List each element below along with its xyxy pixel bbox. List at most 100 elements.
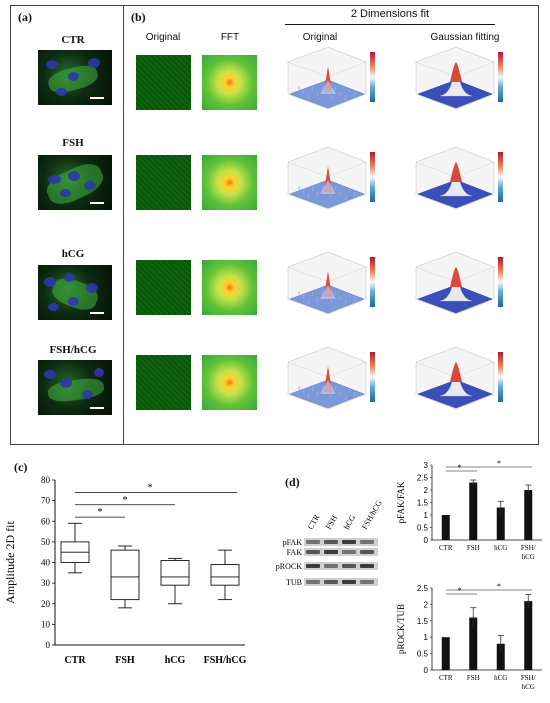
box-iqr — [210, 564, 240, 586]
surface-original-ctr — [287, 46, 375, 110]
bar — [469, 482, 478, 540]
bar-ytick-label: 2 — [424, 486, 429, 495]
surface-gaussian-fsh-hcg — [415, 346, 503, 410]
micrograph-fsh — [38, 155, 112, 210]
blot-row-label: TUB — [286, 578, 302, 587]
blot-band — [360, 550, 374, 554]
panel-a-label-ctr: CTR — [61, 34, 85, 46]
bar-ytick-label: 2 — [424, 600, 429, 609]
panel-b-label: (b) — [131, 10, 146, 24]
col-head-original: Original — [145, 32, 181, 43]
bar-ytick-label: 0.5 — [417, 524, 429, 533]
boxplot-ytick-label: 0 — [46, 640, 51, 650]
panel-d-label: (d) — [285, 475, 300, 489]
col-head-gaussian: Gaussian fitting — [430, 32, 500, 43]
original-texture-fsh-hcg — [136, 355, 191, 410]
boxplot-ytick-label: 30 — [41, 578, 51, 588]
box-iqr — [110, 549, 140, 601]
bar-y-label: pFAK/FAK — [396, 481, 406, 523]
original-texture-hcg — [136, 260, 191, 315]
box-plot-chart: 0 10 20 30 40 50 60 70 80 Amplitude 2D fit CTR FSH h… — [3, 475, 247, 666]
blot-row-bg — [304, 562, 378, 570]
boxplot-ytick-label: 80 — [41, 475, 51, 485]
bar-xtick-label: hCG — [494, 544, 507, 552]
blot-band — [324, 580, 338, 584]
blot-lane-label: FSH — [324, 514, 339, 531]
panel-a-label-fsh-hcg: FSH/hCG — [49, 344, 97, 356]
blot-band — [342, 580, 356, 584]
bar — [441, 637, 450, 670]
bar-ytick-label: 2.5 — [417, 474, 429, 483]
micrograph-hcg — [38, 265, 112, 320]
original-texture-ctr — [136, 55, 191, 110]
micrograph-ctr — [38, 50, 112, 105]
bar-ytick-label: 3 — [424, 461, 429, 470]
boxplot-ytick-label: 10 — [41, 619, 51, 629]
boxplot-y-label: Amplitude 2D fit — [3, 521, 17, 604]
significance-star: * — [497, 582, 501, 591]
boxplot-ytick-label: 60 — [41, 516, 51, 526]
bar-ytick-label: 1 — [424, 633, 429, 642]
fft-image-fsh — [202, 155, 257, 210]
boxplot-xtick-label: FSH — [115, 655, 135, 666]
micrograph-fsh-hcg — [38, 360, 112, 415]
boxplot-xtick-label: hCG — [165, 655, 186, 666]
bar-xtick-label: CTR — [439, 544, 453, 552]
bar-xtick-label: FSH — [467, 544, 480, 552]
blot-band — [306, 580, 320, 584]
blot-band — [360, 540, 374, 544]
bar-ytick-label: 1 — [424, 511, 429, 520]
blot-row-bg — [304, 548, 378, 556]
blot-band — [324, 540, 338, 544]
bar-xtick-label: FSH — [467, 674, 480, 682]
blot-band — [306, 564, 320, 568]
blot-band — [342, 564, 356, 568]
bar-xtick-label: CTR — [439, 674, 453, 682]
surface-original-fsh-hcg — [287, 346, 375, 410]
blot-row-label: pFAK — [283, 538, 303, 547]
fft-image-ctr — [202, 55, 257, 110]
boxplot-ytick-label: 40 — [41, 558, 51, 568]
boxplot-xtick-label: CTR — [64, 655, 86, 666]
blot-band — [324, 564, 338, 568]
panel-a-label: (a) — [18, 10, 32, 24]
blot-band — [360, 580, 374, 584]
col-head-3d-original: Original — [302, 32, 338, 43]
bar-xtick-label: FSH/ — [521, 544, 536, 552]
blot-lane-label: FSH/hCG — [360, 499, 384, 531]
blot-band — [324, 550, 338, 554]
bar-xtick-label: hCG — [522, 553, 535, 561]
bar-y-label: pROCK/TUB — [396, 604, 406, 654]
bar-ytick-label: 1.5 — [417, 499, 429, 508]
bar-xtick-label: hCG — [494, 674, 507, 682]
boxplot-xtick-label: FSH/hCG — [204, 655, 247, 666]
significance-star: * — [497, 459, 501, 468]
bar-xtick-label: FSH/ — [521, 674, 536, 682]
bar-ytick-label: 2.5 — [417, 584, 429, 593]
blot-band — [360, 564, 374, 568]
significance-star: * — [98, 507, 103, 518]
bar — [469, 617, 478, 670]
surface-gaussian-ctr — [415, 46, 503, 110]
surface-gaussian-hcg — [415, 251, 503, 315]
blot-row-label: pROCK — [276, 562, 302, 571]
blot-lane-label: hCG — [342, 513, 357, 531]
panel-b-frame — [123, 5, 539, 445]
bar — [524, 601, 533, 670]
significance-star: * — [458, 586, 462, 595]
significance-star: * — [458, 463, 462, 472]
bar — [524, 490, 533, 540]
panel-b-header-line — [285, 24, 495, 25]
boxplot-ytick-label: 50 — [41, 537, 51, 547]
panel-a-label-fsh: FSH — [62, 137, 84, 149]
boxplot-ytick-label: 70 — [41, 496, 51, 506]
bar-ytick-label: 0 — [424, 536, 429, 545]
bar-ytick-label: 1.5 — [417, 617, 429, 626]
blot-row-bg — [304, 578, 378, 586]
significance-star: * — [148, 482, 153, 493]
fft-image-hcg — [202, 260, 257, 315]
blot-row-bg — [304, 538, 378, 546]
